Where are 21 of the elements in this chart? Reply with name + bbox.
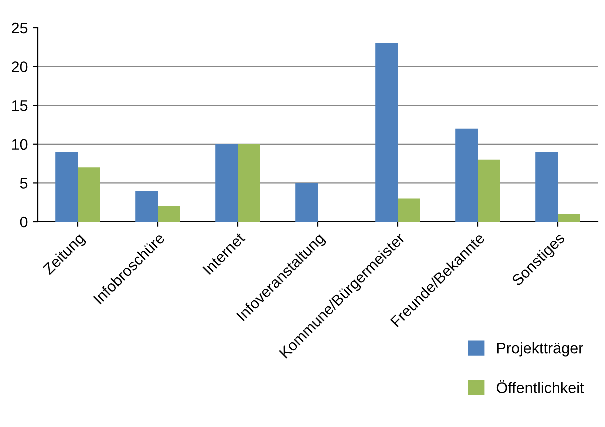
bar bbox=[398, 198, 420, 222]
bar bbox=[456, 128, 478, 222]
y-tick-label: 10 bbox=[12, 139, 28, 150]
bar bbox=[296, 183, 318, 222]
y-tick-label: 20 bbox=[12, 62, 28, 72]
bar bbox=[56, 152, 78, 222]
bar bbox=[216, 144, 238, 222]
legend-label: Öffentlichkeit bbox=[496, 380, 584, 394]
y-tick-label: 15 bbox=[12, 100, 28, 112]
bar bbox=[536, 152, 558, 222]
bar bbox=[78, 168, 100, 222]
bar bbox=[238, 144, 260, 222]
y-tick-label: 5 bbox=[20, 178, 28, 189]
bar bbox=[478, 160, 500, 222]
bar bbox=[158, 206, 180, 222]
y-tick-label: 25 bbox=[12, 22, 28, 34]
legend-label: Projektträger bbox=[497, 342, 584, 357]
bar bbox=[558, 214, 580, 222]
bar bbox=[376, 44, 398, 222]
bar bbox=[136, 190, 158, 222]
y-tick-label: 0 bbox=[20, 216, 28, 228]
